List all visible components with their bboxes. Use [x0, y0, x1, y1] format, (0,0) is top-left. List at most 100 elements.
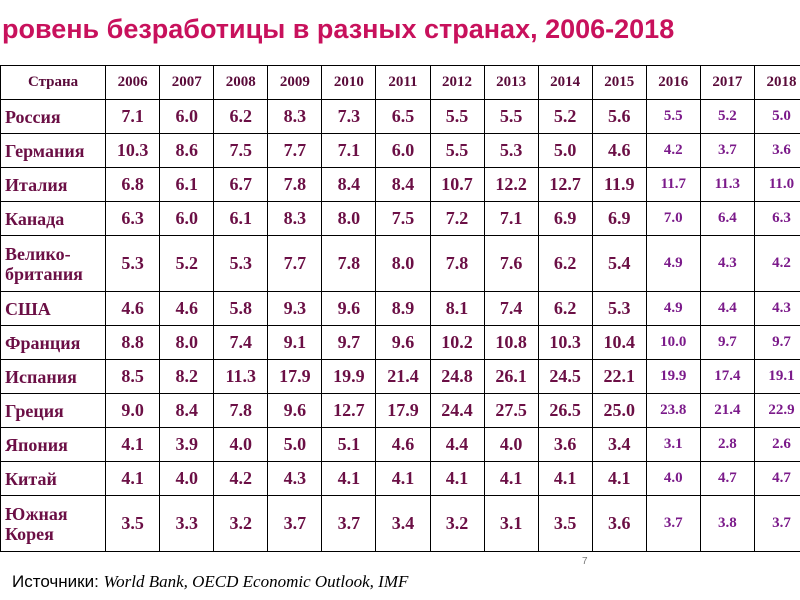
- value-cell: 8.9: [375, 291, 431, 326]
- country-cell: Канада: [0, 201, 107, 236]
- value-cell: 3.2: [429, 495, 485, 552]
- value-cell: 8.8: [105, 325, 161, 360]
- year-header: 2013: [483, 65, 539, 100]
- value-cell: 5.0: [537, 133, 593, 168]
- value-cell: 5.5: [429, 99, 485, 134]
- value-cell: 4.0: [645, 461, 701, 496]
- value-cell: 12.7: [537, 167, 593, 202]
- value-cell: 3.4: [375, 495, 431, 552]
- country-cell: Италия: [0, 167, 107, 202]
- value-cell: 4.2: [213, 461, 269, 496]
- value-cell: 5.5: [645, 99, 701, 134]
- value-cell: 6.8: [105, 167, 161, 202]
- header-cell: Страна: [0, 65, 107, 100]
- value-cell: 5.0: [267, 427, 323, 462]
- country-cell: Южная Корея: [0, 495, 107, 552]
- country-cell: Греция: [0, 393, 107, 428]
- value-cell: 4.1: [591, 461, 647, 496]
- value-cell: 7.6: [483, 235, 539, 292]
- value-cell: 3.1: [483, 495, 539, 552]
- value-cell: 5.3: [213, 235, 269, 292]
- value-cell: 17.9: [267, 359, 323, 394]
- value-cell: 4.6: [375, 427, 431, 462]
- value-cell: 10.3: [105, 133, 161, 168]
- value-cell: 23.8: [645, 393, 701, 428]
- value-cell: 5.3: [591, 291, 647, 326]
- value-cell: 27.5: [483, 393, 539, 428]
- value-cell: 6.0: [159, 201, 215, 236]
- country-cell: Франция: [0, 325, 107, 360]
- value-cell: 9.7: [699, 325, 755, 360]
- value-cell: 2.8: [699, 427, 755, 462]
- value-cell: 4.1: [375, 461, 431, 496]
- year-header: 2007: [159, 65, 215, 100]
- value-cell: 4.2: [753, 235, 800, 292]
- value-cell: 4.0: [213, 427, 269, 462]
- value-cell: 5.5: [429, 133, 485, 168]
- value-cell: 3.6: [537, 427, 593, 462]
- table-row: Канада 6.3 6.0 6.1 8.3 8.0 7.5 7.2 7.1 6.9 6.9 7.0 6…: [0, 201, 800, 236]
- value-cell: 5.1: [321, 427, 377, 462]
- value-cell: 4.1: [429, 461, 485, 496]
- value-cell: 11.3: [213, 359, 269, 394]
- value-cell: 19.9: [645, 359, 701, 394]
- value-cell: 6.0: [375, 133, 431, 168]
- table-row: Франция 8.8 8.0 7.4 9.1 9.7 9.6 10.2 10.8 10.3 10.…: [0, 325, 800, 360]
- value-cell: 7.7: [267, 133, 323, 168]
- value-cell: 7.8: [267, 167, 323, 202]
- value-cell: 24.8: [429, 359, 485, 394]
- value-cell: 4.1: [105, 461, 161, 496]
- table-row: Россия 7.1 6.0 6.2 8.3 7.3 6.5 5.5 5.5 5.2 5.6 5.5 5…: [0, 99, 800, 134]
- value-cell: 5.2: [537, 99, 593, 134]
- table-row: Южная Корея 3.5 3.3 3.2 3.7 3.7 3.4 3.2 3.1 3.5 3.…: [0, 495, 800, 552]
- value-cell: 7.1: [483, 201, 539, 236]
- title: ровень безработицы в разных странах, 200…: [2, 14, 675, 44]
- country-cell: Россия: [0, 99, 107, 134]
- value-cell: 3.2: [213, 495, 269, 552]
- value-cell: 8.5: [105, 359, 161, 394]
- table-row: Греция 9.0 8.4 7.8 9.6 12.7 17.9 24.4 27.5 26.5 25…: [0, 393, 800, 428]
- value-cell: 4.7: [699, 461, 755, 496]
- table-row: США 4.6 4.6 5.8 9.3 9.6 8.9 8.1 7.4 6.2 5.3 4.9 4.4 4…: [0, 291, 800, 326]
- value-cell: 4.6: [105, 291, 161, 326]
- value-cell: 3.6: [591, 495, 647, 552]
- value-cell: 19.9: [321, 359, 377, 394]
- value-cell: 5.3: [483, 133, 539, 168]
- value-cell: 2.6: [753, 427, 800, 462]
- value-cell: 9.7: [321, 325, 377, 360]
- country-cell: Испания: [0, 359, 107, 394]
- value-cell: 7.3: [321, 99, 377, 134]
- value-cell: 22.1: [591, 359, 647, 394]
- value-cell: 3.4: [591, 427, 647, 462]
- value-cell: 17.9: [375, 393, 431, 428]
- value-cell: 7.1: [321, 133, 377, 168]
- year-header: 2010: [321, 65, 377, 100]
- country-cell: США: [0, 291, 107, 326]
- value-cell: 12.7: [321, 393, 377, 428]
- value-cell: 11.3: [699, 167, 755, 202]
- value-cell: 3.7: [267, 495, 323, 552]
- value-cell: 4.3: [699, 235, 755, 292]
- country-cell: Китай: [0, 461, 107, 496]
- value-cell: 5.3: [105, 235, 161, 292]
- value-cell: 4.6: [159, 291, 215, 326]
- value-cell: 7.1: [105, 99, 161, 134]
- value-cell: 8.0: [159, 325, 215, 360]
- year-header: 2017: [699, 65, 755, 100]
- value-cell: 7.4: [483, 291, 539, 326]
- header-row: Страна 2006 2007 2008 2009 2010 2011 2012 2013 20…: [0, 65, 800, 100]
- value-cell: 5.2: [699, 99, 755, 134]
- value-cell: 6.0: [159, 99, 215, 134]
- value-cell: 21.4: [699, 393, 755, 428]
- value-cell: 7.0: [645, 201, 701, 236]
- value-cell: 7.8: [321, 235, 377, 292]
- value-cell: 6.9: [591, 201, 647, 236]
- table-row: Италия 6.8 6.1 6.7 7.8 8.4 8.4 10.7 12.2 12.7 11.9…: [0, 167, 800, 202]
- value-cell: 6.1: [213, 201, 269, 236]
- country-cell: Германия: [0, 133, 107, 168]
- value-cell: 12.2: [483, 167, 539, 202]
- value-cell: 8.4: [375, 167, 431, 202]
- value-cell: 9.6: [375, 325, 431, 360]
- value-cell: 5.6: [591, 99, 647, 134]
